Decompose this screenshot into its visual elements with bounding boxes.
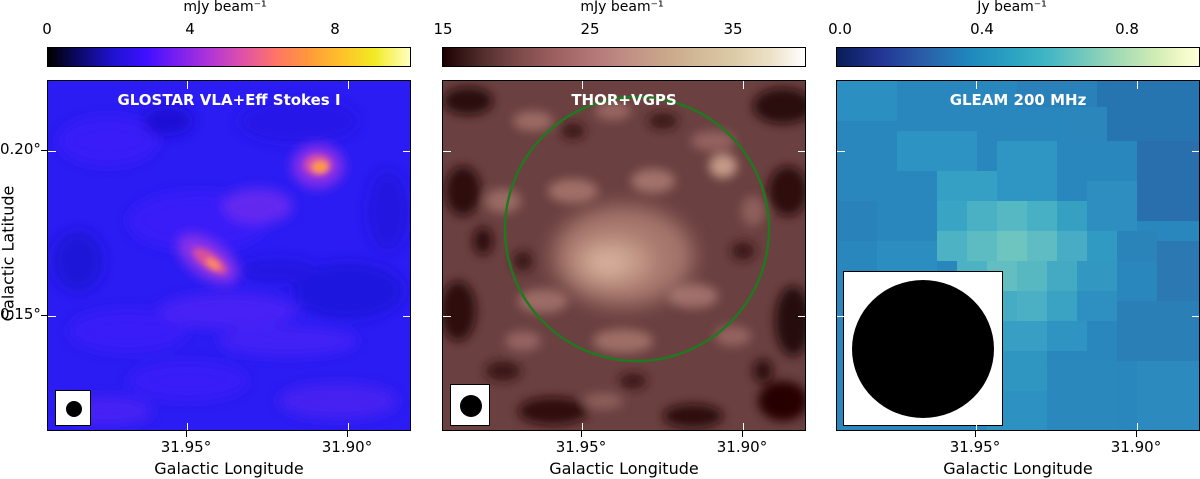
colorbar-2-tick-15: 15: [433, 20, 453, 38]
colorbar-1-tick-8: 8: [330, 20, 340, 38]
beam-box-2: [450, 384, 490, 426]
colorbar-3: [836, 47, 1200, 67]
panel-1-title: GLOSTAR VLA+Eff Stokes I: [117, 91, 341, 109]
panel-1-xtick-3195: 31.95°: [160, 438, 212, 456]
panel-3-xtick-3195: 31.95°: [949, 438, 1001, 456]
colorbar-2-tick-25: 25: [580, 20, 600, 38]
panel-1-ylabel: Galactic Latitude: [0, 185, 18, 322]
region-circle: [503, 95, 771, 363]
beam-box-3: [843, 271, 1003, 426]
panel-1-ytick-020: 0.20°: [0, 140, 41, 158]
colorbar-3-tick-04: 0.4: [970, 20, 994, 38]
panel-1-xtick-3190: 31.90°: [321, 438, 373, 456]
colorbar-1-tick-0: 0: [42, 20, 52, 38]
glostar-map: [48, 81, 410, 430]
panel-2-xtick-3195: 31.95°: [555, 438, 607, 456]
panel-3-xtick-3190: 31.90°: [1110, 438, 1162, 456]
colorbar-2-tick-35: 35: [723, 20, 743, 38]
colorbar-1-unit: mJy beam⁻¹: [183, 0, 267, 15]
colorbar-1: [47, 47, 411, 67]
colorbar-3-unit: Jy beam⁻¹: [977, 0, 1047, 15]
panel-2-title: THOR+VGPS: [571, 91, 677, 109]
panel-1-xlabel: Galactic Longitude: [154, 459, 304, 478]
panel-2-image: [442, 80, 806, 431]
panel-3-image: [836, 80, 1200, 431]
panel-3-xlabel: Galactic Longitude: [943, 459, 1093, 478]
panel-1-ytick-015: 0.15°: [0, 305, 41, 323]
colorbar-3-tick-08: 0.8: [1115, 20, 1139, 38]
colorbar-1-tick-4: 4: [185, 20, 195, 38]
colorbar-2-unit: mJy beam⁻¹: [580, 0, 664, 15]
panel-2-xtick-3190: 31.90°: [716, 438, 768, 456]
colorbar-3-tick-00: 0.0: [828, 20, 852, 38]
beam-ellipse-1: [66, 401, 82, 417]
thor-vgps-map: [443, 81, 805, 430]
panel-3-title: GLEAM 200 MHz: [949, 91, 1087, 109]
panel-2-xlabel: Galactic Longitude: [549, 459, 699, 478]
beam-ellipse-2: [460, 395, 482, 417]
beam-box-1: [55, 390, 91, 426]
panel-1-image: [47, 80, 411, 431]
colorbar-2: [442, 47, 806, 67]
beam-ellipse-3: [852, 280, 994, 418]
